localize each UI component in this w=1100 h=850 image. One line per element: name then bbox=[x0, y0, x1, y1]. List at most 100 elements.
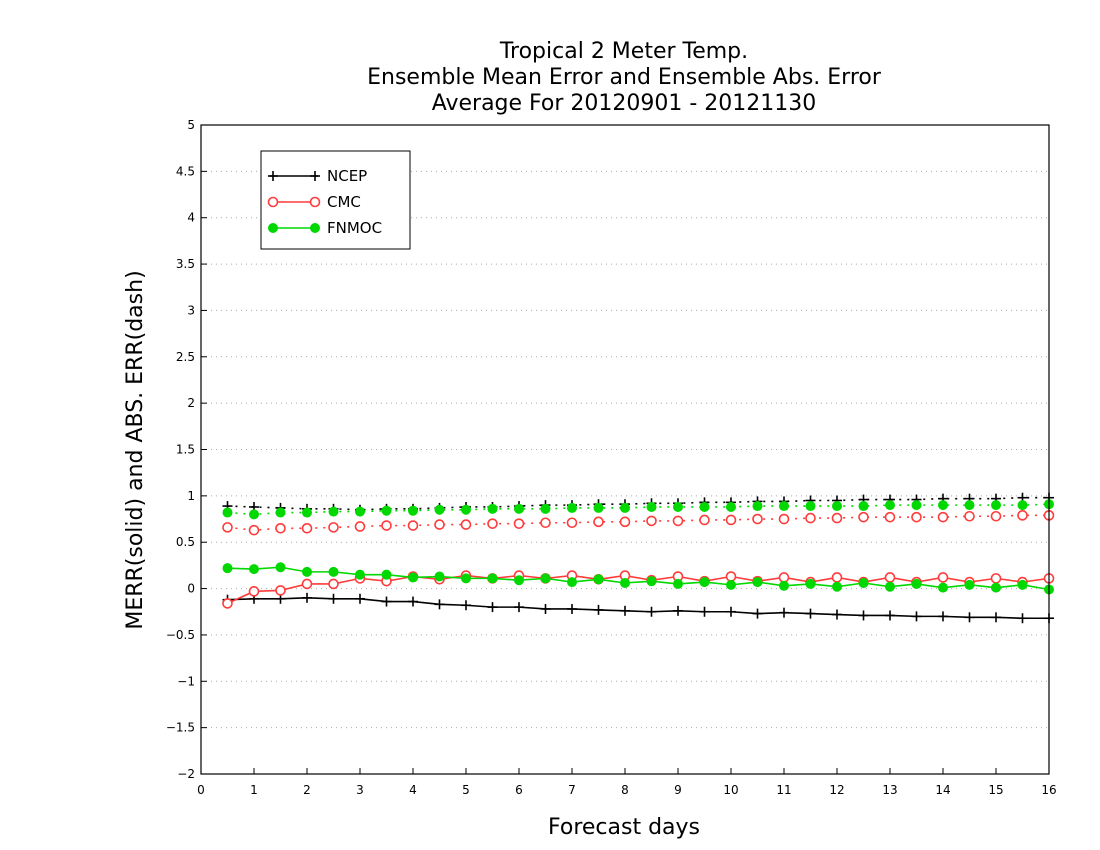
y-tick-label: −1 bbox=[177, 674, 195, 688]
merr-point-fnmoc bbox=[1017, 579, 1028, 590]
merr-point-ncep bbox=[1017, 613, 1028, 624]
y-tick-label: 0 bbox=[187, 582, 195, 596]
abs-err-point-cmc bbox=[699, 514, 710, 526]
abs-err-point-fnmoc bbox=[328, 506, 339, 517]
merr-point-fnmoc bbox=[938, 582, 948, 593]
merr-point-fnmoc bbox=[991, 582, 1001, 593]
abs-err-point-cmc bbox=[354, 521, 366, 532]
abs-err-point-fnmoc bbox=[991, 500, 1001, 511]
abs-err-point-cmc bbox=[513, 518, 525, 529]
merr-point-cmc bbox=[301, 578, 313, 590]
abs-err-point-cmc bbox=[407, 520, 419, 531]
abs-err-point-fnmoc bbox=[434, 504, 445, 515]
y-tick-label: 1 bbox=[187, 489, 195, 503]
grid-layer bbox=[201, 170, 1049, 729]
abs-err-point-cmc bbox=[301, 523, 313, 534]
legend-marker-cmc bbox=[309, 196, 321, 208]
chart-title-line-2: Ensemble Mean Error and Ensemble Abs. Er… bbox=[367, 65, 882, 90]
abs-err-point-cmc bbox=[275, 523, 286, 534]
merr-point-fnmoc bbox=[964, 579, 975, 590]
abs-err-point-fnmoc bbox=[673, 501, 683, 512]
y-tick-label: 2.5 bbox=[176, 350, 195, 364]
merr-point-ncep bbox=[567, 603, 577, 614]
merr-point-ncep bbox=[381, 596, 392, 607]
abs-err-point-cmc bbox=[990, 510, 1002, 522]
abs-err-point-cmc bbox=[222, 522, 233, 533]
abs-err-point-fnmoc bbox=[381, 505, 392, 516]
abs-err-point-fnmoc bbox=[752, 501, 763, 512]
merr-point-ncep bbox=[593, 604, 604, 615]
y-tick-label: 0.5 bbox=[176, 535, 195, 549]
merr-point-fnmoc bbox=[699, 577, 710, 588]
abs-err-point-fnmoc bbox=[885, 500, 895, 511]
abs-err-point-fnmoc bbox=[275, 507, 286, 518]
abs-err-point-fnmoc bbox=[249, 509, 259, 520]
legend-marker-ncep bbox=[268, 171, 278, 181]
abs-err-point-cmc bbox=[593, 516, 604, 528]
y-tick-label: 4.5 bbox=[176, 164, 195, 178]
merr-point-cmc bbox=[328, 578, 339, 590]
x-tick-label: 13 bbox=[882, 783, 897, 797]
merr-point-ncep bbox=[514, 602, 524, 613]
abs-err-point-fnmoc bbox=[514, 503, 524, 514]
merr-point-ncep bbox=[302, 592, 312, 603]
merr-point-cmc bbox=[778, 572, 790, 583]
abs-err-point-cmc bbox=[752, 513, 763, 525]
legend-marker-fnmoc bbox=[268, 223, 278, 233]
legend-marker-cmc bbox=[267, 196, 279, 208]
merr-point-fnmoc bbox=[832, 581, 842, 592]
plot-frame bbox=[200, 124, 1050, 775]
abs-err-point-fnmoc bbox=[461, 504, 471, 515]
merr-point-ncep bbox=[328, 593, 339, 604]
merr-point-cmc bbox=[275, 585, 286, 596]
abs-err-point-cmc bbox=[805, 512, 816, 524]
abs-err-point-fnmoc bbox=[964, 500, 975, 511]
abs-err-point-cmc bbox=[858, 511, 869, 523]
merr-point-fnmoc bbox=[752, 577, 763, 588]
abs-err-line-cmc bbox=[227, 514, 1049, 531]
abs-err-point-cmc bbox=[1017, 510, 1028, 521]
merr-line-ncep bbox=[227, 597, 1049, 620]
abs-err-point-fnmoc bbox=[938, 500, 948, 511]
abs-err-point-cmc bbox=[778, 513, 790, 525]
merr-point-cmc bbox=[884, 572, 896, 583]
x-tick-label: 3 bbox=[356, 783, 364, 797]
abs-err-line-ncep bbox=[227, 496, 1049, 511]
abs-err-point-fnmoc bbox=[222, 507, 233, 518]
merr-point-fnmoc bbox=[222, 563, 233, 574]
abs-err-point-cmc bbox=[248, 524, 260, 536]
abs-err-point-cmc bbox=[964, 510, 975, 522]
abs-err-point-fnmoc bbox=[805, 501, 816, 512]
merr-point-ncep bbox=[964, 612, 975, 623]
merr-point-fnmoc bbox=[461, 573, 471, 584]
merr-point-ncep bbox=[620, 605, 630, 616]
merr-point-ncep bbox=[434, 599, 445, 610]
merr-point-cmc bbox=[990, 573, 1002, 584]
legend-label-cmc: CMC bbox=[327, 193, 361, 211]
legend-marker-ncep bbox=[310, 171, 320, 181]
x-tick-label: 0 bbox=[197, 783, 205, 797]
chart-title: Tropical 2 Meter Temp. Ensemble Mean Err… bbox=[367, 39, 882, 116]
merr-point-cmc bbox=[725, 571, 737, 582]
merr-point-ncep bbox=[355, 593, 365, 604]
merr-point-fnmoc bbox=[673, 578, 683, 589]
merr-point-cmc bbox=[937, 572, 949, 583]
merr-point-fnmoc bbox=[911, 578, 922, 589]
merr-point-fnmoc bbox=[408, 572, 418, 583]
x-tick-label: 7 bbox=[568, 783, 576, 797]
merr-point-fnmoc bbox=[885, 581, 895, 592]
merr-point-ncep bbox=[726, 606, 736, 617]
merr-point-ncep bbox=[673, 605, 683, 616]
legend: NCEP CMC FNMOC bbox=[260, 150, 411, 250]
merr-point-cmc bbox=[831, 572, 843, 583]
merr-point-fnmoc bbox=[275, 562, 286, 573]
merr-point-ncep bbox=[858, 610, 869, 621]
abs-err-point-cmc bbox=[884, 511, 896, 523]
merr-point-fnmoc bbox=[249, 564, 259, 575]
merr-point-ncep bbox=[540, 603, 551, 614]
merr-point-fnmoc bbox=[567, 577, 577, 588]
y-tick-label: 1.5 bbox=[176, 443, 195, 457]
abs-err-point-cmc bbox=[619, 516, 631, 528]
x-tick-label: 2 bbox=[303, 783, 311, 797]
